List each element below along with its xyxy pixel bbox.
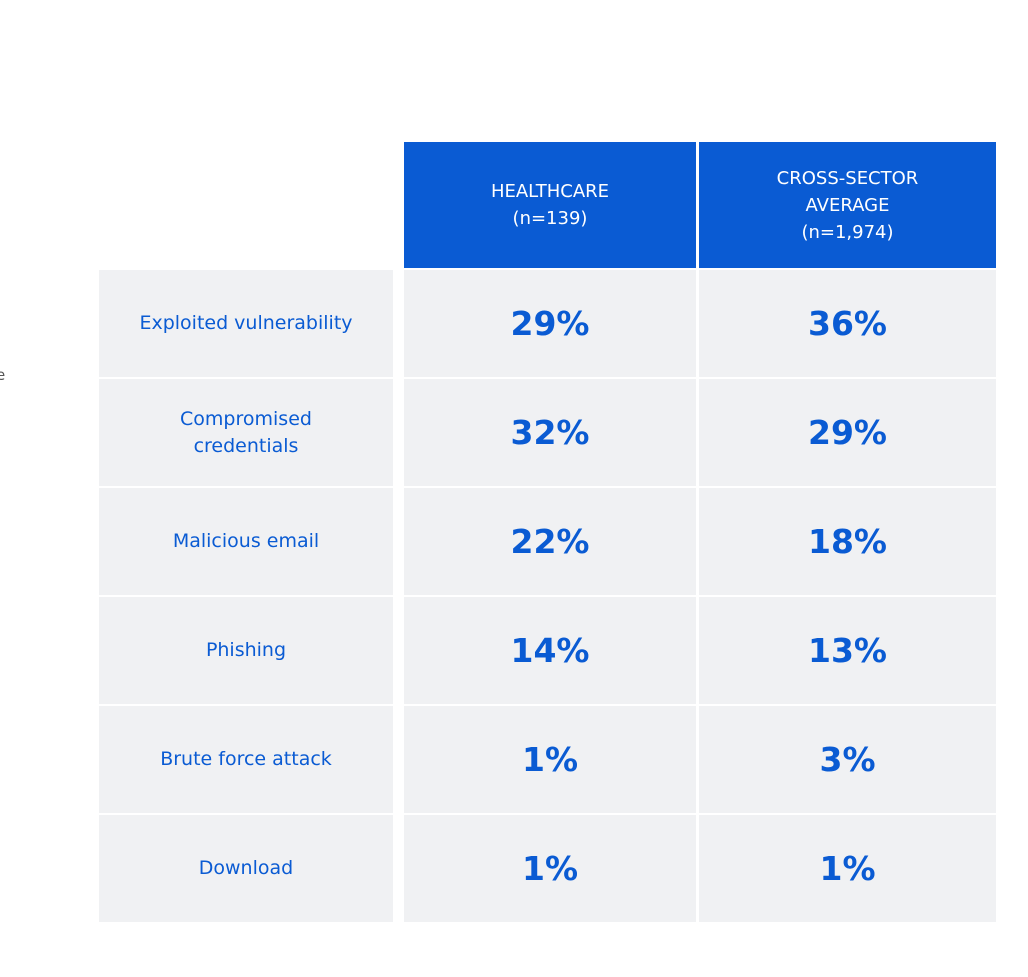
value-text: 18% — [808, 522, 887, 561]
header-text: (n=139) — [512, 208, 588, 229]
row-label: Download — [99, 815, 393, 922]
row-label: Brute force attack — [99, 706, 393, 813]
value-text: 36% — [808, 304, 887, 343]
value-cell: 1% — [404, 706, 696, 813]
value-cell: 1% — [404, 815, 696, 922]
value-cell: 13% — [699, 597, 996, 704]
header-text: CROSS-SECTOR — [776, 167, 919, 189]
row-label: Malicious email — [99, 488, 393, 595]
header-text: HEALTHCARE — [490, 181, 610, 202]
value-cell: 3% — [699, 706, 996, 813]
value-cell: 18% — [699, 488, 996, 595]
value-cell: 29% — [699, 379, 996, 486]
row-label-text: Malicious email — [172, 530, 320, 552]
value-cell: 36% — [699, 270, 996, 377]
header-cell: HEALTHCARE (n=139) — [404, 142, 696, 268]
value-cell: 14% — [404, 597, 696, 704]
value-text: 13% — [808, 631, 887, 670]
row-label: Phishing — [99, 597, 393, 704]
edge-fragment: e — [0, 366, 6, 384]
row-label-text: Exploited vulnerability — [139, 312, 353, 334]
header-text: AVERAGE — [805, 194, 890, 216]
value-cell: 22% — [404, 488, 696, 595]
value-text: 1% — [819, 849, 876, 888]
row-label-text: Compromised — [180, 407, 312, 430]
row-label-text: Brute force attack — [160, 748, 332, 770]
row-label: Exploited vulnerability — [99, 270, 393, 377]
value-text: 29% — [808, 413, 887, 452]
header-cell: CROSS-SECTOR AVERAGE (n=1,974) — [699, 142, 996, 268]
value-cell: 32% — [404, 379, 696, 486]
value-cell: 29% — [404, 270, 696, 377]
row-label: Compromised credentials — [99, 379, 393, 486]
row-label-text: credentials — [193, 434, 299, 457]
header-text: (n=1,974) — [801, 221, 894, 243]
value-text: 1% — [521, 740, 579, 779]
value-text: 32% — [510, 413, 590, 452]
value-text: 22% — [510, 522, 590, 561]
value-text: 14% — [510, 631, 590, 670]
value-text: 1% — [521, 849, 579, 888]
value-text: 29% — [510, 304, 590, 343]
row-label-text: Download — [198, 857, 294, 879]
value-cell: 1% — [699, 815, 996, 922]
row-label-text: Phishing — [205, 639, 287, 661]
value-text: 3% — [819, 740, 876, 779]
